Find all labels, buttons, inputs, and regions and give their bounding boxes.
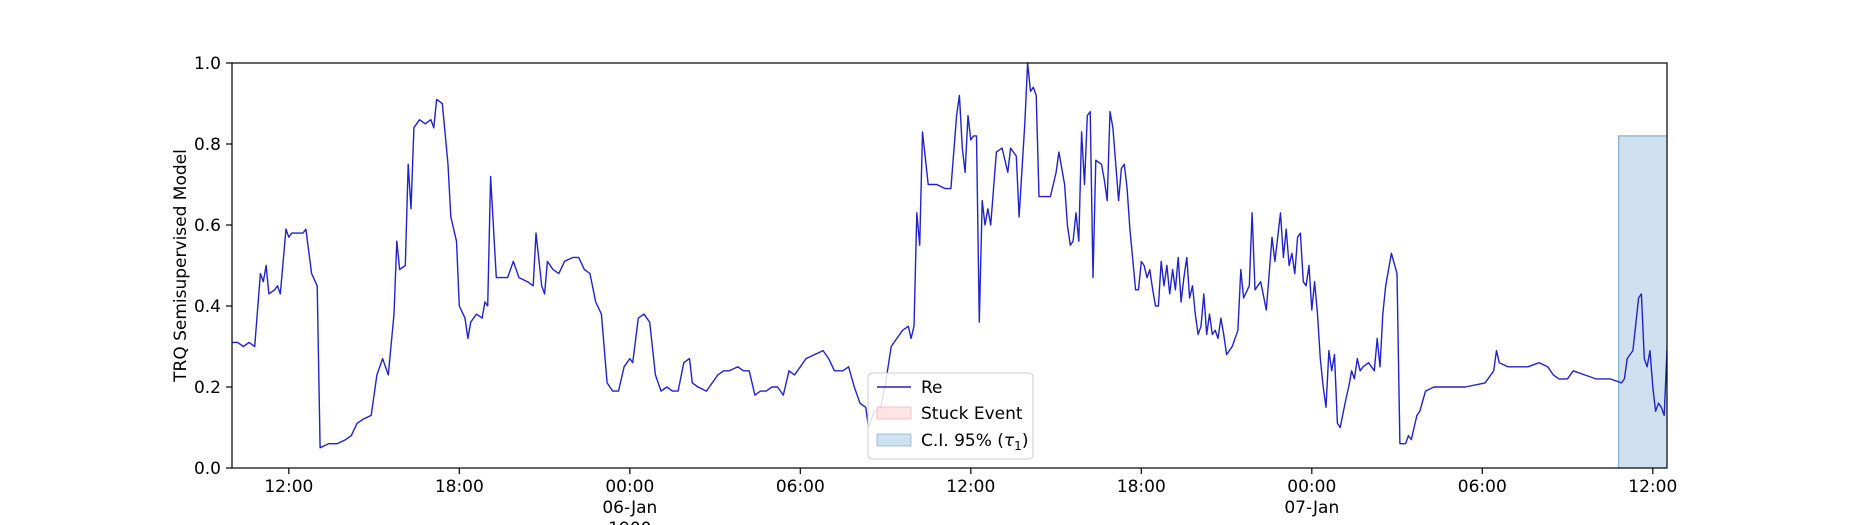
axes-frame: [231, 62, 1668, 469]
x-tick-date-label: 06-Jan: [602, 498, 657, 518]
x-tick-date-label: 07-Jan: [1284, 498, 1339, 518]
x-axis: 12:0018:0000:0006-Jan190006:0012:0018:00…: [264, 468, 1677, 525]
series-line-re: [232, 62, 1667, 449]
y-tick-label: 1.0: [194, 54, 221, 74]
x-tick-label: 12:00: [946, 477, 995, 497]
x-tick-label: 00:00: [1287, 477, 1336, 497]
y-tick-label: 0.0: [194, 459, 221, 479]
legend-swatch-stuck-event: [876, 406, 912, 420]
y-tick-label: 0.2: [194, 378, 221, 398]
y-tick-label: 0.6: [194, 216, 221, 236]
bands-layer: [1618, 135, 1668, 469]
x-tick-label: 06:00: [1458, 477, 1507, 497]
legend: Re Stuck Event C.I. 95% (τ1): [867, 372, 1034, 460]
x-tick-label: 18:00: [1117, 477, 1166, 497]
y-axis: 0.0 0.2 0.4 0.6 0.8 1.0: [194, 54, 232, 479]
legend-label-ci: C.I. 95% (τ1): [921, 431, 1028, 453]
y-axis-label: TRQ Semisupervised Model: [171, 149, 191, 383]
x-tick-label: 12:00: [1628, 477, 1677, 497]
x-tick-label: 00:00: [605, 477, 654, 497]
y-tick-label: 0.8: [194, 135, 221, 155]
x-tick-year-label: 1900: [608, 519, 651, 525]
y-tick-label: 0.4: [194, 297, 221, 317]
legend-label-stuck-event: Stuck Event: [921, 404, 1023, 424]
legend-swatch-ci: [876, 433, 912, 447]
confidence-interval-band: [1618, 135, 1668, 469]
x-tick-label: 06:00: [776, 477, 825, 497]
series-layer: [232, 62, 1667, 449]
x-tick-label: 12:00: [264, 477, 313, 497]
legend-label-re: Re: [921, 378, 943, 398]
x-tick-label: 18:00: [435, 477, 484, 497]
